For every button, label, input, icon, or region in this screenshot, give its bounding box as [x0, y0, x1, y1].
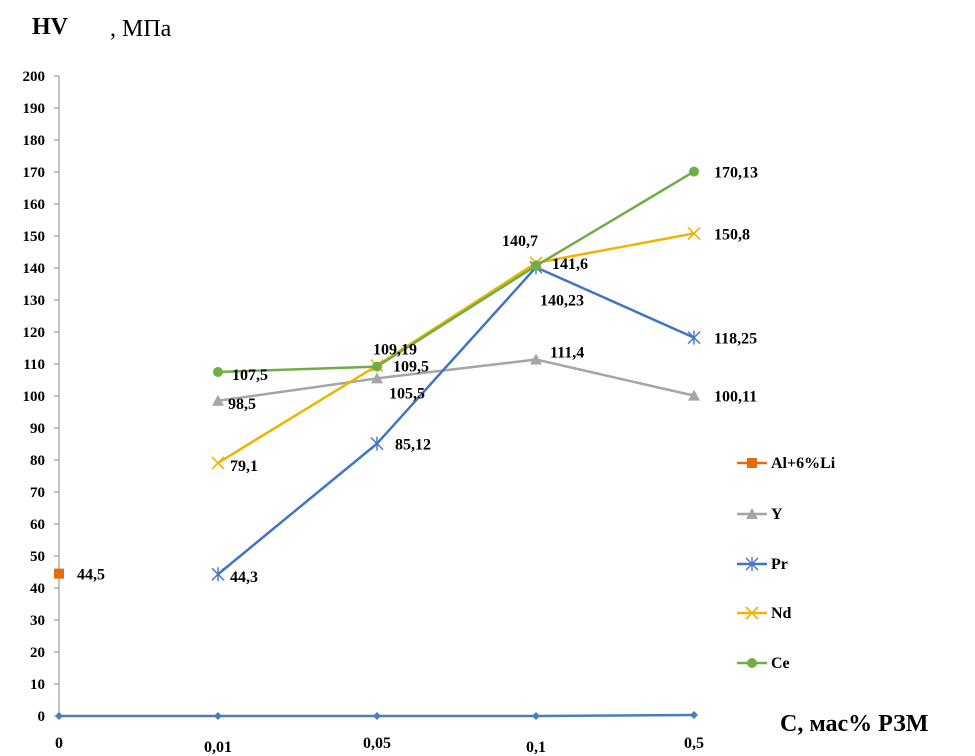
data-point [211, 567, 225, 582]
y-tick-label: 160 [23, 197, 46, 213]
data-label: 109,19 [373, 342, 417, 359]
data-label: 109,5 [393, 359, 429, 376]
data-point [689, 166, 699, 177]
data-label: 79,1 [230, 458, 258, 475]
y-tick-label: 30 [30, 613, 45, 629]
y-tick-label: 180 [23, 133, 46, 149]
data-label: 85,12 [395, 437, 431, 454]
legend-label: Ce [771, 655, 790, 672]
x-tick-label: 0,5 [684, 735, 704, 752]
y-tick-label: 110 [23, 357, 45, 373]
data-label: 141,6 [552, 256, 588, 273]
y-tick-label: 90 [30, 421, 45, 437]
y-axis-title: HV [32, 14, 68, 40]
data-label: 98,5 [228, 396, 256, 413]
data-point [54, 568, 64, 579]
series-line-y [217, 358, 695, 403]
series-line-ce [217, 170, 695, 374]
data-label: 111,4 [550, 345, 584, 362]
data-label: 170,13 [714, 165, 758, 182]
data-label: 150,8 [714, 226, 750, 243]
y-tick-label: 60 [30, 517, 45, 533]
x-tick-label: 0,05 [363, 735, 391, 752]
baseline-point [690, 711, 698, 720]
x-axis-title: C, мас% РЗМ [780, 711, 929, 737]
legend-label: Nd [771, 605, 792, 622]
data-point [371, 372, 383, 384]
legend-item: Y [737, 506, 783, 523]
data-point [211, 456, 225, 470]
legend-marker [747, 658, 757, 668]
y-tick-label: 150 [23, 229, 46, 245]
y-tick-label: 70 [30, 485, 45, 501]
y-tick-label: 0 [38, 709, 46, 725]
data-point [687, 330, 701, 345]
series-group [54, 166, 701, 582]
legend-marker [747, 458, 757, 468]
data-label: 140,7 [502, 233, 538, 250]
data-label: 140,23 [540, 292, 584, 309]
legend-label: Y [771, 506, 783, 523]
y-tick-label: 10 [30, 677, 45, 693]
y-tick-label: 140 [23, 261, 46, 277]
y-axis-unit: , МПа [110, 16, 172, 42]
x-axis: 0 0,01 0,05 0,1 0,5 [55, 735, 704, 756]
legend-item: Nd [737, 605, 792, 622]
x-tick-label: 0,1 [526, 739, 546, 756]
baseline-series [55, 711, 698, 720]
series-line-nd [217, 232, 695, 464]
data-label: 118,25 [714, 331, 757, 348]
data-labels: 98,5 105,5 111,4 100,11 44,3 85,12 140,23 118,2… [77, 165, 758, 587]
y-tick-label: 130 [23, 293, 46, 309]
legend-item: Ce [737, 655, 790, 672]
data-point [688, 389, 700, 401]
legend-label: Al+6%Li [771, 455, 836, 472]
y-tick-label: 20 [30, 645, 45, 661]
data-point [213, 367, 223, 377]
baseline-point [55, 712, 63, 720]
baseline-point [373, 712, 381, 720]
data-label: 44,3 [230, 569, 258, 586]
y-tick-label: 200 [23, 69, 46, 85]
data-point [212, 394, 224, 406]
legend-item: Al+6%Li [737, 455, 836, 472]
data-label: 105,5 [389, 385, 425, 402]
y-axis: 0 10 20 30 40 50 60 70 80 90 100 110 120 130 140 150 160… [23, 69, 60, 725]
baseline-point [532, 712, 540, 720]
x-tick-label: 0,01 [204, 739, 232, 756]
data-point [372, 361, 382, 372]
y-tick-label: 190 [23, 101, 46, 117]
data-point [530, 353, 542, 365]
legend-marker [745, 606, 759, 620]
y-tick-label: 40 [30, 581, 45, 597]
legend-item: Pr [737, 556, 788, 573]
y-tick-label: 80 [30, 453, 45, 469]
legend-marker [746, 508, 758, 519]
data-point [687, 226, 701, 241]
data-point [370, 436, 384, 451]
legend: Al+6%Li Y Pr Nd Ce [737, 455, 836, 672]
baseline-point [214, 712, 222, 720]
y-tick-label: 170 [23, 165, 46, 181]
legend-marker [745, 557, 759, 571]
series-line-pr [217, 266, 695, 576]
data-label: 44,5 [77, 567, 105, 584]
y-tick-label: 100 [23, 389, 46, 405]
data-label: 100,11 [714, 389, 757, 406]
y-tick-label: 120 [23, 325, 46, 341]
legend-label: Pr [771, 556, 788, 573]
data-point [531, 260, 541, 271]
y-tick-label: 50 [30, 549, 45, 565]
x-tick-label: 0 [55, 735, 63, 752]
data-label: 107,5 [232, 367, 268, 384]
